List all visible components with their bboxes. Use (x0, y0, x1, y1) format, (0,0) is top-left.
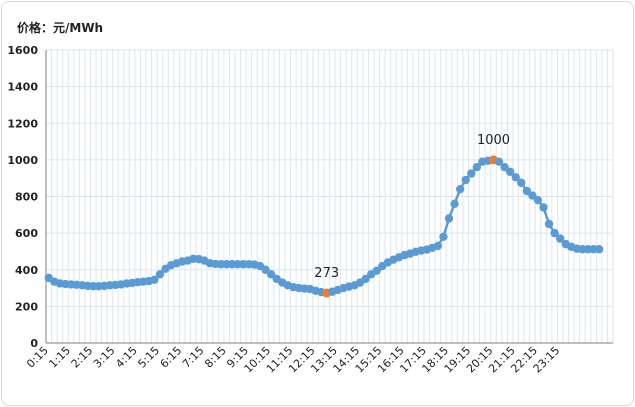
data-label: 273 (314, 266, 339, 281)
x-tick-label: 2:15 (69, 344, 96, 371)
data-point (372, 266, 381, 275)
data-points (44, 155, 604, 298)
data-point (444, 214, 454, 223)
x-tick-label: 1:15 (46, 344, 73, 371)
y-tick-label: 1200 (7, 117, 38, 130)
x-tick-label: 8:15 (202, 344, 229, 371)
data-point (433, 241, 443, 251)
data-point (555, 234, 565, 243)
data-point (266, 270, 276, 279)
x-tick-label: 0:15 (24, 344, 51, 371)
data-point (511, 173, 520, 182)
grid-lines (45, 49, 614, 344)
data-point (539, 203, 548, 212)
y-tick-label: 400 (15, 264, 38, 277)
data-point (467, 169, 476, 178)
data-point (455, 184, 465, 194)
y-tick-label: 1400 (7, 81, 38, 94)
data-label: 1000 (477, 133, 510, 148)
data-point (544, 219, 554, 229)
data-point (494, 157, 504, 166)
y-tick-label: 1000 (7, 154, 38, 167)
data-point (528, 191, 537, 200)
data-point (450, 199, 459, 209)
data-point (150, 275, 159, 285)
data-point (261, 265, 270, 274)
data-point (533, 195, 543, 205)
data-point (461, 175, 470, 185)
y-tick-label: 600 (15, 227, 38, 240)
x-tick-label: 4:15 (113, 344, 140, 371)
data-point (439, 232, 448, 241)
y-tick-label: 1600 (7, 44, 38, 57)
y-tick-label: 200 (15, 300, 38, 313)
data-labels: 273 1000 (314, 133, 510, 281)
data-point (550, 228, 559, 238)
data-point (522, 186, 532, 196)
y-tick-label: 0 (30, 337, 38, 350)
x-tick-label: 7:15 (180, 344, 207, 371)
x-tick-label: 6:15 (158, 344, 185, 371)
data-point (500, 163, 509, 172)
axes: 0 200 400 600 800 1000 1200 1400 1600 0:151:152:1… (7, 44, 613, 376)
data-point (472, 163, 482, 172)
data-point (361, 274, 370, 284)
x-tick-label: 5:15 (135, 344, 162, 371)
y-tick-label: 800 (15, 191, 38, 204)
y-axis-unit-label: 价格：元/MWh (17, 21, 104, 35)
data-point (594, 245, 604, 254)
x-tick-label: 3:15 (91, 344, 118, 371)
data-point (505, 167, 515, 176)
data-point (155, 270, 165, 279)
data-point (517, 178, 526, 187)
